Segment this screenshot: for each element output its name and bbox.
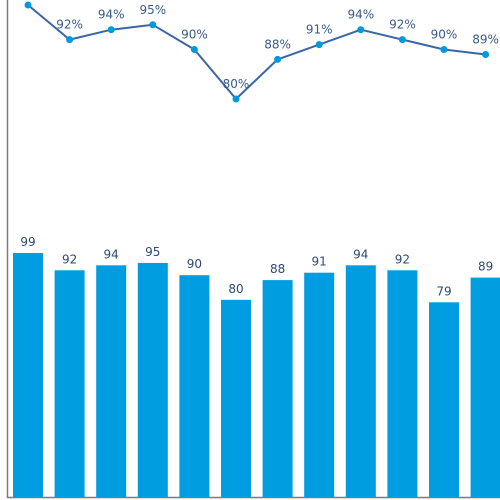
line-point-2 [66,36,74,44]
bar-3 [96,265,127,497]
line-value-label-7: 88% [264,37,291,51]
line-point-3 [107,26,115,34]
bar-value-label-4: 95 [145,245,160,259]
line-point-9 [357,26,365,34]
bar-4 [137,262,168,497]
bar-value-label-12: 89 [478,260,493,274]
bar-6 [221,299,251,497]
trend-line [27,4,486,100]
bar-value-label-10: 92 [395,252,410,266]
bar-10 [387,270,418,497]
bar-value-label-11: 79 [436,284,451,298]
line-value-label-10: 92% [389,18,416,32]
bar-value-label-5: 90 [187,257,202,271]
bar-value-label-1: 99 [20,235,35,249]
bar-2 [54,270,85,497]
line-value-label-4: 95% [139,3,166,17]
bar-value-label-3: 94 [104,247,119,261]
line-point-1 [24,1,32,9]
line-point-7 [274,55,282,63]
line-point-8 [315,41,323,49]
line-point-12 [482,51,490,58]
bar-5 [179,275,210,497]
line-value-label-11: 90% [431,28,458,42]
bar-1 [13,253,43,497]
line-point-10 [398,36,406,44]
bar-11 [429,302,459,497]
bar-value-label-9: 94 [353,247,368,261]
line-value-label-6: 80% [223,77,250,91]
bar-series: 99 92 94 95 90 80 88 91 94 92 79 89 [13,235,500,497]
bar-12 [470,277,500,497]
line-point-5 [190,46,198,53]
line-value-label-12: 89% [472,33,499,47]
line-value-label-8: 91% [306,23,333,37]
bar-value-label-2: 92 [62,252,77,266]
bar-value-label-7: 88 [270,262,285,276]
line-value-label-2: 92% [56,18,83,32]
line-series: 92% 94% 95% 90% 80% 88% 91% 94% 92% 90% 89% [24,1,499,103]
line-value-label-5: 90% [181,28,208,42]
line-point-11 [440,46,448,53]
bar-9 [345,265,376,497]
line-value-label-9: 94% [347,8,374,22]
bar-value-label-8: 91 [312,255,327,269]
bar-8 [304,272,335,497]
line-point-6 [232,95,240,103]
bar-value-label-6: 80 [228,282,243,296]
bar-7 [262,280,293,497]
line-point-4 [149,21,157,29]
line-value-label-3: 94% [98,8,125,22]
